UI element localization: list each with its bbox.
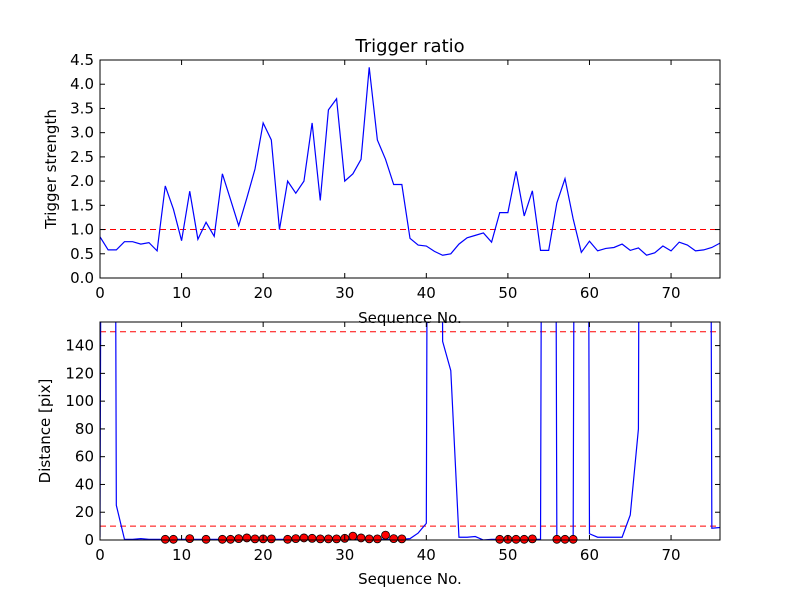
y-tick-label: 40 xyxy=(75,475,94,493)
x-tick-label: 30 xyxy=(335,284,354,302)
data-point-marker xyxy=(397,534,407,544)
y-tick-label: 2.5 xyxy=(70,148,94,166)
plot-frame xyxy=(99,321,721,541)
data-point-marker xyxy=(226,534,235,544)
data-point-marker xyxy=(348,531,358,541)
y-tick-label: 2.0 xyxy=(70,172,94,190)
y-tick-label: 140 xyxy=(65,337,94,355)
data-point-marker xyxy=(283,534,293,544)
data-point-marker xyxy=(160,534,170,544)
data-point-marker xyxy=(169,534,178,544)
data-point-marker xyxy=(315,534,325,544)
x-tick-label: 0 xyxy=(95,284,105,302)
y-tick-label: 1.0 xyxy=(70,221,94,239)
data-point-marker xyxy=(242,533,252,543)
y-axis-label: Distance [pix] xyxy=(36,379,54,484)
x-tick-label: 30 xyxy=(335,546,354,564)
data-point-marker xyxy=(552,534,562,544)
data-point-marker xyxy=(560,534,570,544)
data-point-marker xyxy=(389,534,399,544)
data-point-marker xyxy=(372,534,382,544)
data-point-marker xyxy=(324,534,333,544)
y-tick-label: 0.0 xyxy=(70,269,94,287)
x-tick-label: 40 xyxy=(417,284,436,302)
y-tick-label: 60 xyxy=(75,448,94,466)
x-tick-label: 60 xyxy=(580,284,599,302)
data-point-marker xyxy=(332,534,341,544)
y-tick-label: 20 xyxy=(75,503,94,521)
x-tick-label: 50 xyxy=(498,546,517,564)
plot-frame xyxy=(99,59,721,279)
chart-title: Trigger ratio xyxy=(354,36,464,57)
data-point-marker xyxy=(307,533,317,543)
x-tick-label: 50 xyxy=(498,284,517,302)
data-point-marker xyxy=(381,530,390,540)
x-tick-label: 40 xyxy=(417,546,436,564)
x-axis-label: Sequence No. xyxy=(358,570,462,588)
data-point-marker xyxy=(527,534,537,544)
y-tick-label: 0 xyxy=(84,531,94,549)
y-tick-label: 1.5 xyxy=(70,196,94,214)
y-tick-label: 3.5 xyxy=(70,99,94,117)
x-axis-label: Sequence No. xyxy=(358,309,462,327)
data-point-marker xyxy=(568,534,578,544)
x-tick-label: 20 xyxy=(254,284,273,302)
y-tick-label: 100 xyxy=(65,392,94,410)
y-tick-label: 80 xyxy=(75,420,94,438)
data-point-marker xyxy=(511,534,521,544)
x-tick-label: 0 xyxy=(95,546,105,564)
data-point-marker xyxy=(266,534,276,544)
y-tick-label: 4.0 xyxy=(70,75,94,93)
y-tick-label: 3.0 xyxy=(70,124,94,142)
y-tick-label: 4.5 xyxy=(70,51,94,69)
x-tick-label: 20 xyxy=(254,546,273,564)
x-tick-label: 70 xyxy=(662,284,681,302)
data-point-marker xyxy=(234,534,244,544)
data-point-marker xyxy=(299,533,309,543)
y-tick-label: 0.5 xyxy=(70,245,94,263)
series-line xyxy=(100,67,720,256)
data-point-marker xyxy=(250,534,260,544)
x-tick-label: 70 xyxy=(662,546,681,564)
data-point-marker xyxy=(364,534,374,544)
data-point-marker xyxy=(291,534,301,544)
data-point-marker xyxy=(519,534,529,544)
x-tick-label: 60 xyxy=(580,546,599,564)
x-tick-label: 10 xyxy=(172,546,191,564)
y-axis-label: Trigger strength xyxy=(42,109,60,230)
data-point-marker xyxy=(495,534,505,544)
distance-chart: 0 10 20 30 40 50 60 70 0 20 40 60 80 100 120 140 Sequen… xyxy=(36,321,721,588)
data-point-marker xyxy=(185,534,195,544)
data-point-marker xyxy=(217,534,227,544)
x-tick-label: 10 xyxy=(172,284,191,302)
data-point-marker xyxy=(201,534,211,544)
trigger-ratio-chart: Trigger ratio 0 10 20 30 40 50 60 70 0.0 0.5 1.0 1.… xyxy=(42,36,721,327)
series-line xyxy=(100,322,720,540)
data-point-marker xyxy=(356,533,366,543)
y-tick-label: 120 xyxy=(65,364,94,382)
